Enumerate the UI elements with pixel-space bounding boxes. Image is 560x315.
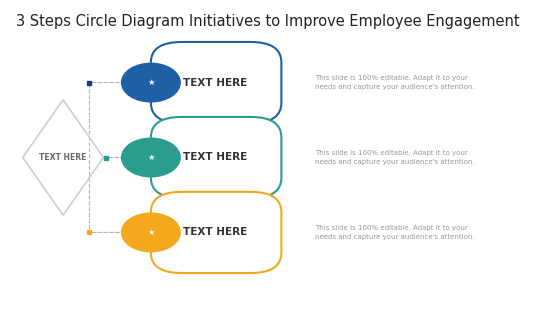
- Text: This slide is 100% editable. Adapt it to your
needs and capture your audience's : This slide is 100% editable. Adapt it to…: [315, 225, 474, 240]
- Text: STEP 02: STEP 02: [124, 152, 159, 160]
- Circle shape: [122, 63, 180, 102]
- Text: TEXT HERE: TEXT HERE: [183, 77, 247, 88]
- Text: ★: ★: [147, 228, 155, 237]
- Text: This slide is 100% editable. Adapt it to your
needs and capture your audience's : This slide is 100% editable. Adapt it to…: [315, 75, 474, 90]
- FancyBboxPatch shape: [151, 42, 281, 123]
- Text: STEP 03: STEP 03: [124, 226, 159, 235]
- Text: ★: ★: [147, 153, 155, 162]
- Text: TEXT HERE: TEXT HERE: [183, 152, 247, 163]
- Text: TEXT HERE: TEXT HERE: [183, 227, 247, 238]
- Text: TEXT HERE: TEXT HERE: [39, 153, 87, 162]
- Circle shape: [122, 138, 180, 177]
- Text: 3 Steps Circle Diagram Initiatives to Improve Employee Engagement: 3 Steps Circle Diagram Initiatives to Im…: [16, 14, 519, 29]
- Text: This slide is 100% editable. Adapt it to your
needs and capture your audience's : This slide is 100% editable. Adapt it to…: [315, 150, 474, 165]
- Text: STEP 01: STEP 01: [124, 77, 159, 85]
- FancyBboxPatch shape: [151, 117, 281, 198]
- Circle shape: [122, 213, 180, 252]
- FancyBboxPatch shape: [151, 192, 281, 273]
- Text: ★: ★: [147, 78, 155, 87]
